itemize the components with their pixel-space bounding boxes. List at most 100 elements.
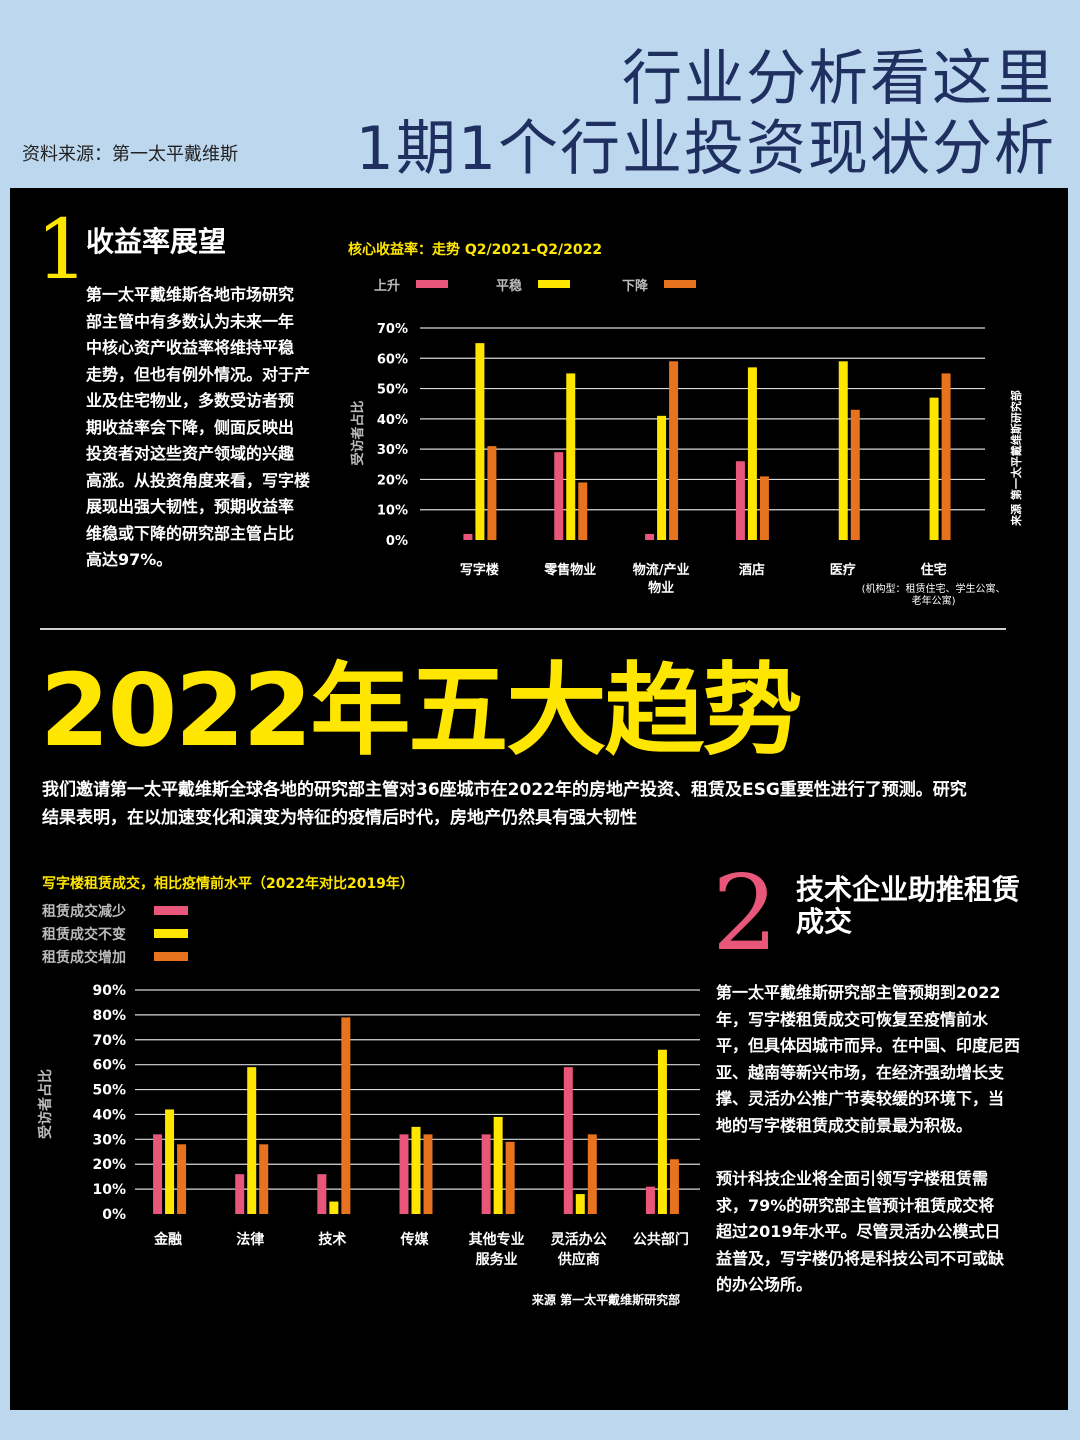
chart2-ytick: 50% xyxy=(92,1083,126,1099)
chart2-xtick: 灵活办公 xyxy=(551,1231,607,1248)
chart1-ytick: 10% xyxy=(377,504,408,519)
section2-paragraph1-line: 亚、越南等新兴市场，在经济强劲增长支 xyxy=(716,1062,1005,1082)
chart1-xtick: 住宅 xyxy=(921,562,947,578)
chart1-bar xyxy=(747,367,757,540)
chart1-ylabel: 受访者占比 xyxy=(350,400,366,465)
chart2-legend-swatch xyxy=(154,952,188,961)
chart2-bar xyxy=(505,1141,515,1214)
chart2-bar xyxy=(493,1116,503,1214)
section1-number: 1 xyxy=(36,203,89,298)
chart2-ytick: 30% xyxy=(92,1132,126,1148)
chart2-legend-swatch xyxy=(154,929,188,938)
section1-paragraph-line: 走势，但也有例外情况。对于产 xyxy=(86,364,311,384)
section1-paragraph-line: 高涨。从投资角度来看，写字楼 xyxy=(86,470,311,490)
chart2-xtick: 公共部门 xyxy=(633,1231,689,1248)
chart2-bar xyxy=(587,1134,597,1214)
chart1-xtick: 物业 xyxy=(648,580,674,596)
chart2-ylabel: 受访者占比 xyxy=(37,1069,54,1139)
chart1-bar xyxy=(475,343,485,540)
chart2-bar xyxy=(235,1174,245,1214)
chart2-bar xyxy=(177,1144,187,1214)
section2-title-line2: 成交 xyxy=(796,905,853,938)
section1-title: 收益率展望 xyxy=(86,225,227,258)
chart1-xtick: 酒店 xyxy=(739,562,765,578)
chart1-legend-swatch xyxy=(416,280,448,288)
leasing-chart: 写字楼租赁成交，相比疫情前水平（2022年对比2019年） 租赁成交减少租赁成交不… xyxy=(37,875,700,1307)
section2-paragraph1-line: 年，写字楼租赁成交可恢复至疫情前水 xyxy=(716,1009,989,1029)
chart2-ytick: 70% xyxy=(92,1033,126,1049)
section1-paragraph-line: 第一太平戴维斯各地市场研究 xyxy=(86,285,295,304)
chart2-ytick: 90% xyxy=(92,983,126,999)
section2-number: 2 xyxy=(712,852,779,974)
chart1-ytick: 70% xyxy=(377,322,408,337)
section2-paragraph2-line: 预计科技企业将全面引领写字楼租赁需 xyxy=(716,1169,989,1188)
chart1-ytick: 40% xyxy=(377,413,408,428)
chart2-xtick: 技术 xyxy=(318,1231,346,1248)
chart2-bar xyxy=(247,1067,257,1214)
banner-title: 2022年五大趋势 xyxy=(40,652,802,769)
chart2-legend-swatch xyxy=(154,906,188,915)
chart1-ytick: 0% xyxy=(386,534,408,549)
section2-title-line1: 技术企业助推租赁 xyxy=(796,873,1021,906)
chart1-bar xyxy=(657,415,667,540)
chart2-source: 来源 第一太平戴维斯研究部 xyxy=(531,1292,680,1307)
chart2-ytick: 60% xyxy=(92,1058,126,1074)
section1-paragraph-line: 展现出强大韧性，预期收益率 xyxy=(86,497,295,516)
section2-paragraph1: 第一太平戴维斯研究部主管预期到2022 年，写字楼租赁成交可恢复至疫情前水 平，但具… xyxy=(716,980,1036,1139)
chart2-xtick: 法律 xyxy=(236,1231,264,1248)
chart2-ytick: 10% xyxy=(92,1182,126,1198)
chart1-legend-label: 上升 xyxy=(374,278,400,294)
chart2-bar xyxy=(657,1049,667,1214)
chart2-xtick: 其他专业 xyxy=(469,1231,525,1248)
chart1-bar xyxy=(735,461,745,540)
section2-paragraph2: 预计科技企业将全面引领写字楼租赁需 求，79%的研究部主管预计租赁成交将 超过201… xyxy=(716,1166,1036,1299)
section2-paragraph1-line: 平，但具体因城市而异。在中国、印度尼西 xyxy=(716,1036,1021,1055)
chart2-bar xyxy=(575,1194,585,1214)
chart2-ytick: 40% xyxy=(92,1107,126,1123)
banner-intro-line1: 我们邀请第一太平戴维斯全球各地的研究部主管对36座城市在2022年的房地产投资、… xyxy=(42,780,967,800)
chart1-ytick: 30% xyxy=(377,443,408,458)
chart1-xtick: 医疗 xyxy=(830,562,856,578)
chart2-ytick: 80% xyxy=(92,1008,126,1024)
chart2-bar xyxy=(399,1134,409,1214)
chart1-bar xyxy=(941,373,951,540)
chart2-xtick: 服务业 xyxy=(476,1251,518,1268)
chart2-bar xyxy=(411,1126,421,1214)
chart1-source: 来源 第一太平戴维斯研究部 xyxy=(1009,390,1023,527)
chart1-bar xyxy=(554,452,564,540)
chart2-bar xyxy=(165,1109,175,1214)
chart1-title: 核心收益率：走势 Q2/2021-Q2/2022 xyxy=(348,241,602,258)
chart1-xtick: 写字楼 xyxy=(460,562,499,578)
chart2-xtick: 金融 xyxy=(153,1231,182,1248)
header-title-line2: 1期1个行业投资现状分析 xyxy=(355,114,1056,184)
chart2-bar xyxy=(563,1067,573,1214)
chart2-ytick: 0% xyxy=(102,1207,126,1223)
chart1-bar xyxy=(759,476,769,540)
chart1-ytick: 60% xyxy=(377,352,408,367)
chart1-ytick: 50% xyxy=(377,383,408,398)
chart1-legend-swatch xyxy=(664,280,696,288)
chart2-title: 写字楼租赁成交，相比疫情前水平（2022年对比2019年） xyxy=(42,875,414,892)
section2-paragraph1-line: 撑、灵活办公推广节奏较缓的环境下，当 xyxy=(716,1089,1005,1108)
infographic-panel: 1 收益率展望 第一太平戴维斯各地市场研究 部主管中有多数认为未来一年 中核心资产收… xyxy=(10,188,1068,1410)
chart1-bar xyxy=(850,409,860,540)
chart2-bar xyxy=(259,1144,269,1214)
chart2-bar xyxy=(317,1174,327,1214)
section1-paragraph-line: 维稳或下降的研究部主管占比 xyxy=(86,523,295,543)
chart2-legend-label: 租赁成交增加 xyxy=(42,949,126,966)
banner-intro-line2: 结果表明，在以加速变化和演变为特征的疫情后时代，房地产仍然具有强大韧性 xyxy=(42,808,637,828)
banner-intro: 我们邀请第一太平戴维斯全球各地的研究部主管对36座城市在2022年的房地产投资、… xyxy=(42,776,1032,832)
chart2-ytick: 20% xyxy=(92,1157,126,1173)
yield-outlook-chart: 核心收益率：走势 Q2/2021-Q2/2022 上升 平稳 下降 0% 10% 20% 30… xyxy=(348,241,1023,607)
chart1-xtick: 物流/产业 xyxy=(633,562,690,578)
chart2-bar xyxy=(341,1017,351,1214)
chart1-bar xyxy=(566,373,576,540)
chart1-bar xyxy=(669,361,679,540)
section1-paragraph-line: 中核心资产收益率将维持平稳 xyxy=(86,338,295,357)
section1-paragraph-line: 投资者对这些资产领域的兴趣 xyxy=(86,444,295,463)
section2-paragraph2-line: 超过2019年水平。尽管灵活办公模式日 xyxy=(716,1222,1001,1241)
chart1-legend-swatch xyxy=(538,280,570,288)
chart2-bar xyxy=(153,1134,163,1214)
chart1-bar xyxy=(578,482,588,540)
chart2-bar xyxy=(423,1134,433,1214)
